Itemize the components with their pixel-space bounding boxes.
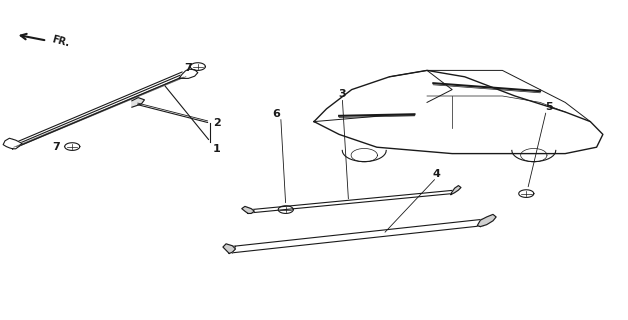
Polygon shape bbox=[477, 214, 496, 227]
Text: 1: 1 bbox=[213, 144, 220, 154]
Text: 4: 4 bbox=[433, 169, 440, 180]
Text: FR.: FR. bbox=[50, 35, 70, 49]
Text: 3: 3 bbox=[338, 89, 346, 100]
Polygon shape bbox=[223, 244, 236, 253]
Polygon shape bbox=[3, 138, 22, 149]
Text: 6: 6 bbox=[273, 108, 280, 119]
Polygon shape bbox=[179, 69, 198, 78]
Text: 7: 7 bbox=[53, 142, 60, 152]
Text: 7: 7 bbox=[185, 63, 192, 73]
Polygon shape bbox=[132, 98, 144, 107]
Polygon shape bbox=[451, 186, 461, 195]
Text: 5: 5 bbox=[546, 102, 553, 112]
Polygon shape bbox=[242, 206, 254, 213]
Text: 2: 2 bbox=[213, 118, 220, 128]
